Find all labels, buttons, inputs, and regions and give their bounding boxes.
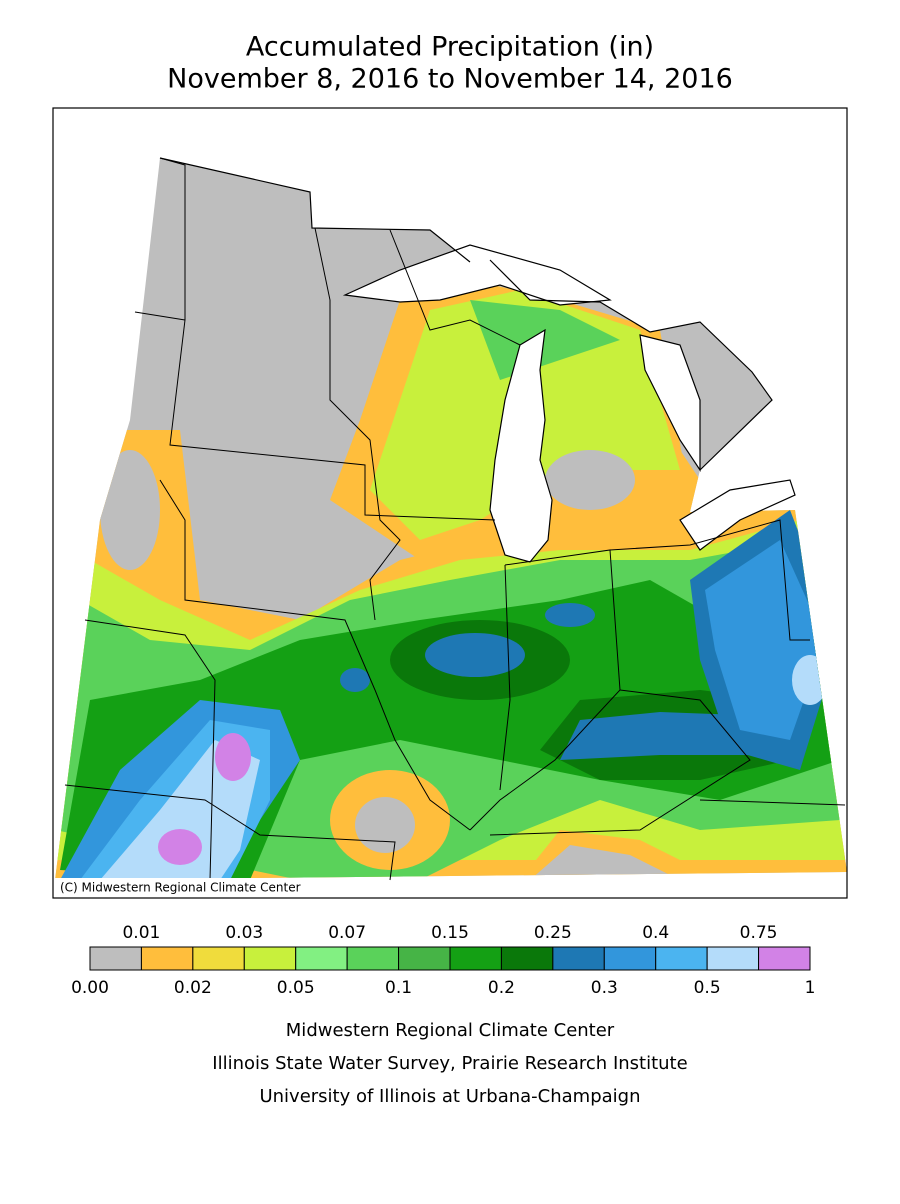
field <box>100 740 260 880</box>
legend-tick-label: 0.07 <box>328 923 366 943</box>
field <box>215 733 251 781</box>
legend-tick-label: 0.00 <box>71 978 109 998</box>
field <box>545 450 635 510</box>
state-line <box>489 689 751 836</box>
field <box>530 845 680 880</box>
state-line <box>134 311 186 321</box>
legend-swatch <box>500 946 554 971</box>
footer-line: Midwestern Regional Climate Center <box>286 1020 615 1041</box>
legend-swatch <box>398 946 451 971</box>
legend-swatch <box>706 946 760 971</box>
footer-line: Illinois State Water Survey, Prairie Res… <box>212 1053 687 1074</box>
state-line <box>699 799 846 806</box>
legend-swatch <box>243 946 297 971</box>
geography <box>64 157 846 881</box>
legend-swatch <box>552 946 605 971</box>
legend-tick-label: 0.02 <box>174 978 212 998</box>
legend-tick-label: 0.75 <box>740 923 778 943</box>
legend-tick-label: 0.1 <box>385 978 412 998</box>
lake-huron <box>639 334 701 472</box>
credit: (C) Midwestern Regional Climate Center <box>60 881 301 895</box>
legend-swatch <box>89 946 142 971</box>
legend-swatch <box>295 946 348 971</box>
land-outline <box>159 157 773 471</box>
map-frame <box>52 107 848 899</box>
state-line <box>389 229 521 346</box>
field <box>355 797 415 853</box>
field <box>792 655 828 705</box>
state-line <box>64 784 396 881</box>
legend-tick-label: 0.25 <box>534 923 572 943</box>
field <box>560 712 750 760</box>
legend-tick-label: 0.4 <box>642 923 669 943</box>
field <box>425 633 525 677</box>
title-line: Accumulated Precipitation (in) <box>246 32 654 63</box>
legend-tick-label: 0.3 <box>591 978 618 998</box>
title-line: November 8, 2016 to November 14, 2016 <box>167 64 733 95</box>
legend-tick-label: 0.03 <box>225 923 263 943</box>
state-line <box>314 227 401 621</box>
lake-superior <box>342 244 612 306</box>
lake-erie <box>679 479 796 551</box>
legend-tick-label: 0.5 <box>694 978 721 998</box>
legend-swatch <box>140 946 194 971</box>
state-line <box>499 564 511 791</box>
field <box>470 300 620 380</box>
field <box>100 450 160 570</box>
field <box>158 829 202 865</box>
credit-box <box>55 878 337 897</box>
state-line <box>84 619 216 881</box>
legend-tick-label: 0.15 <box>431 923 469 943</box>
state-line <box>159 157 496 521</box>
legend-swatch <box>655 946 708 971</box>
field <box>545 603 595 627</box>
field <box>340 668 370 692</box>
legend-swatch <box>192 946 245 971</box>
legend-tick-label: 1 <box>805 978 816 998</box>
legend-swatch <box>346 946 400 971</box>
state-line <box>159 479 471 831</box>
legend: 0.00 0.01 0.02 0.03 0.05 0.07 0.1 0.15 0.2 0.25 0.… <box>71 923 815 998</box>
legend-tick-label: 0.01 <box>122 923 160 943</box>
legend-tick-label: 0.2 <box>488 978 515 998</box>
legend-swatch <box>449 946 502 971</box>
legend-swatch <box>603 946 657 971</box>
footer-line: University of Illinois at Urbana-Champai… <box>259 1086 640 1107</box>
state-line <box>609 519 810 641</box>
state-line <box>469 549 621 831</box>
legend-tick-label: 0.05 <box>277 978 315 998</box>
lake-michigan <box>489 328 553 563</box>
legend-swatch <box>758 946 811 971</box>
